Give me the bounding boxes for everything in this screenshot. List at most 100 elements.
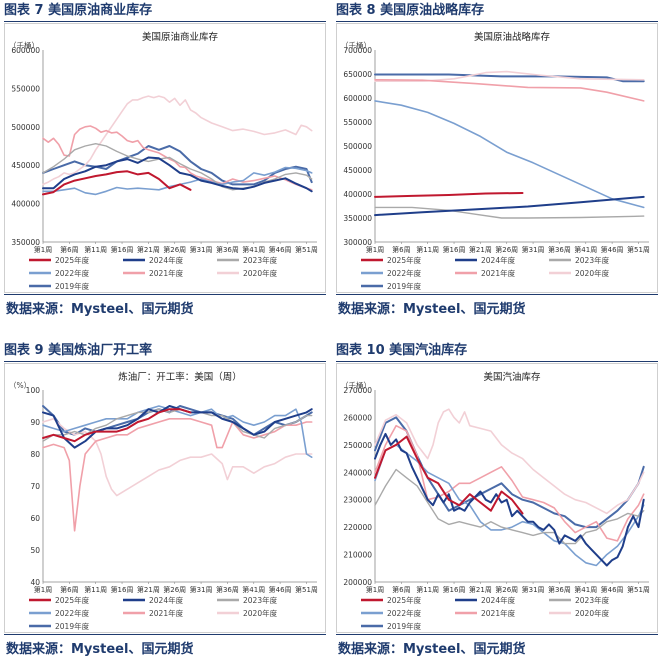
source-note: 数据来源：Mysteel、国元期货	[338, 642, 526, 657]
x-tick-label: 第21周	[469, 245, 492, 254]
y-tick-label: 210000	[343, 551, 372, 560]
y-tick-label: 250000	[343, 441, 372, 450]
chart-container: 美国汽油库存 （千桶） 200000 210000 220000 230000 240000…	[336, 363, 658, 633]
chart-container: 炼油厂：开工率：美国（周） （%） 40 50 60 70 80 90 100 第1周 第6周 第11…	[4, 363, 326, 633]
x-tick-label: 第26周	[163, 245, 186, 254]
legend-label: 2020年度	[243, 268, 278, 278]
legend-label: 2022年度	[55, 608, 90, 618]
legend-label: 2019年度	[55, 281, 90, 291]
x-tick-label: 第46周	[269, 245, 292, 254]
y-axis-unit: （千桶）	[9, 40, 39, 50]
x-tick-label: 第41周	[242, 245, 265, 254]
x-tick-label: 第31周	[522, 245, 545, 254]
y-tick-label: 650000	[343, 70, 372, 79]
legend-label: 2024年度	[149, 595, 184, 605]
chart-refinery-utilization: 炼油厂：开工率：美国（周） （%） 40 50 60 70 80 90 100 第1周 第6周 第11…	[9, 371, 318, 631]
series-line-2020年度	[374, 408, 645, 515]
chart-title: 美国原油商业库存	[142, 31, 219, 43]
chart-container: 美国原油战略库存 （千桶） 300000 350000 400000 450000 5000…	[336, 23, 658, 293]
chart-title: 美国原油战略库存	[474, 31, 551, 43]
x-tick-label: 第51周	[627, 585, 650, 594]
y-tick-label: 450000	[11, 161, 40, 170]
x-tick-label: 第36周	[216, 585, 239, 594]
series-line-2024年度	[374, 195, 645, 217]
legend-label: 2024年度	[481, 595, 516, 605]
y-tick-label: 40	[30, 578, 40, 587]
legend-label: 2020年度	[575, 268, 610, 278]
x-tick-label: 第11周	[84, 245, 107, 254]
x-tick-label: 第11周	[84, 585, 107, 594]
title-divider	[4, 361, 326, 362]
y-tick-label: 450000	[343, 166, 372, 175]
title-divider	[4, 21, 326, 22]
y-tick-label: 400000	[343, 190, 372, 199]
panel-title: 图表 8 美国原油战略库存	[336, 3, 485, 18]
y-tick-label: 80	[30, 450, 40, 459]
chart-crude-strategic: 美国原油战略库存 （千桶） 300000 350000 400000 450000 5000…	[341, 31, 650, 291]
panel-title: 图表 10 美国汽油库存	[336, 343, 468, 358]
series-line-2020年度	[42, 95, 313, 186]
x-tick-label: 第46周	[601, 585, 624, 594]
x-tick-label: 第11周	[416, 585, 439, 594]
series-line-2023年度	[42, 142, 313, 191]
x-tick-label: 第41周	[242, 585, 265, 594]
x-tick-label: 第6周	[60, 245, 78, 254]
source-divider	[336, 634, 658, 635]
series-line-2023年度	[374, 206, 645, 219]
x-tick-label: 第36周	[216, 245, 239, 254]
legend-label: 2021年度	[481, 268, 516, 278]
source-note: 数据来源：Mysteel、国元期货	[338, 302, 526, 317]
legend-label: 2024年度	[481, 255, 516, 265]
legend-label: 2023年度	[243, 595, 278, 605]
legend-label: 2025年度	[55, 595, 90, 605]
series-line-2021年度	[42, 125, 313, 191]
series-line-2021年度	[42, 417, 313, 532]
legend-label: 2020年度	[243, 608, 278, 618]
legend-label: 2021年度	[481, 608, 516, 618]
x-tick-label: 第6周	[392, 245, 410, 254]
legend-label: 2020年度	[575, 608, 610, 618]
x-tick-label: 第16周	[111, 585, 134, 594]
legend-label: 2021年度	[149, 268, 184, 278]
source-divider	[336, 294, 658, 295]
source-divider	[4, 294, 326, 295]
source-note: 数据来源：Mysteel、国元期货	[6, 642, 194, 657]
y-tick-label: 60	[30, 514, 40, 523]
x-tick-label: 第51周	[295, 245, 318, 254]
series-line-2019年度	[42, 145, 313, 186]
chart-title: 炼油厂：开工率：美国（周）	[118, 371, 242, 383]
x-tick-label: 第6周	[392, 585, 410, 594]
title-divider	[336, 361, 658, 362]
legend-label: 2022年度	[55, 268, 90, 278]
y-tick-label: 700000	[343, 46, 372, 55]
legend-label: 2025年度	[387, 255, 422, 265]
series-line-2022年度	[42, 405, 313, 458]
y-tick-label: 600000	[11, 46, 40, 55]
x-tick-label: 第26周	[163, 585, 186, 594]
panel-title: 图表 7 美国原油商业库存	[4, 3, 153, 18]
y-tick-label: 240000	[343, 468, 372, 477]
y-tick-label: 500000	[343, 142, 372, 151]
y-tick-label: 350000	[343, 214, 372, 223]
y-tick-label: 270000	[343, 386, 372, 395]
x-tick-label: 第1周	[34, 585, 52, 594]
y-tick-label: 350000	[11, 238, 40, 247]
chart-title: 美国汽油库存	[483, 371, 541, 383]
x-tick-label: 第26周	[495, 245, 518, 254]
series-line-2025年度	[374, 192, 524, 198]
x-tick-label: 第6周	[60, 585, 78, 594]
legend-label: 2019年度	[387, 621, 422, 631]
y-tick-label: 600000	[343, 94, 372, 103]
legend-label: 2025年度	[387, 595, 422, 605]
y-tick-label: 230000	[343, 496, 372, 505]
y-tick-label: 500000	[11, 123, 40, 132]
series-line-2024年度	[374, 432, 645, 567]
legend-label: 2022年度	[387, 268, 422, 278]
y-tick-label: 100	[26, 386, 41, 395]
series-line-2022年度	[374, 100, 645, 209]
y-tick-label: 220000	[343, 523, 372, 532]
x-tick-label: 第26周	[495, 585, 518, 594]
y-axis-unit: （千桶）	[341, 380, 371, 390]
x-tick-label: 第1周	[366, 245, 384, 254]
title-divider	[336, 21, 658, 22]
